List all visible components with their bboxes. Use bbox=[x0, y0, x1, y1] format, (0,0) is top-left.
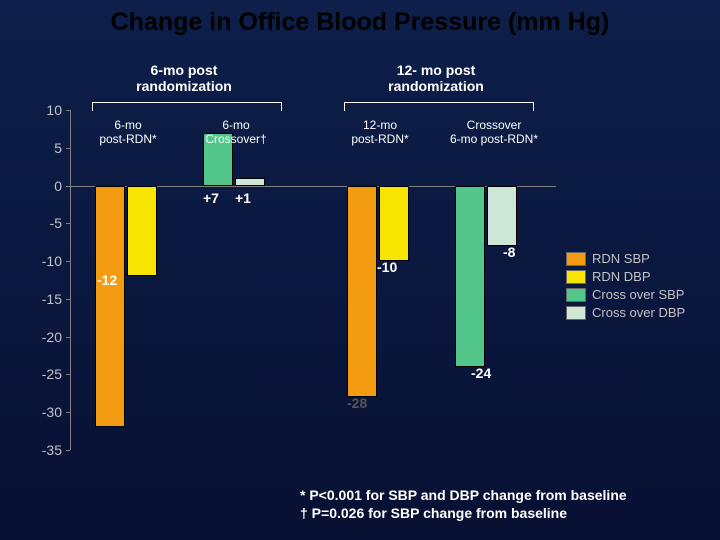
group-header: 12- mo postrandomization bbox=[356, 62, 516, 94]
subgroup-label: 6-moCrossover† bbox=[166, 118, 306, 146]
bar-value-label: -8 bbox=[503, 244, 515, 260]
y-tick bbox=[66, 337, 70, 338]
y-tick bbox=[66, 110, 70, 111]
y-tick-label: 10 bbox=[28, 102, 62, 118]
group-bracket bbox=[344, 102, 534, 111]
legend-swatch bbox=[566, 306, 586, 320]
bar-value-label: -28 bbox=[347, 395, 367, 411]
y-tick-label: -25 bbox=[28, 366, 62, 382]
bar-value-label: -10 bbox=[377, 259, 397, 275]
bar bbox=[235, 178, 265, 186]
y-axis bbox=[70, 110, 71, 450]
bar-value-label: +1 bbox=[235, 190, 251, 206]
y-tick bbox=[66, 148, 70, 149]
bar-value-label: -12 bbox=[97, 272, 117, 288]
legend: RDN SBP RDN DBP Cross over SBP Cross over D… bbox=[566, 248, 685, 323]
subgroup-label: Crossover6-mo post-RDN* bbox=[424, 118, 564, 146]
y-tick bbox=[66, 223, 70, 224]
group-header: 6-mo postrandomization bbox=[104, 62, 264, 94]
y-tick-label: -15 bbox=[28, 291, 62, 307]
y-tick-label: -10 bbox=[28, 253, 62, 269]
y-tick-label: 0 bbox=[28, 178, 62, 194]
bar-value-label: -24 bbox=[471, 365, 491, 381]
y-tick-label: -30 bbox=[28, 404, 62, 420]
bar bbox=[379, 186, 409, 262]
chart: 1050-5-10-15-20-25-30-35-12+7+1-28-10-24… bbox=[70, 110, 556, 450]
y-tick bbox=[66, 374, 70, 375]
legend-swatch bbox=[566, 288, 586, 302]
legend-item: Cross over DBP bbox=[566, 305, 685, 320]
footnote-line: * P<0.001 for SBP and DBP change from ba… bbox=[300, 486, 627, 504]
y-tick bbox=[66, 186, 70, 187]
y-tick-label: -35 bbox=[28, 442, 62, 458]
y-tick bbox=[66, 299, 70, 300]
group-bracket bbox=[92, 102, 282, 111]
legend-label: Cross over DBP bbox=[592, 305, 685, 320]
legend-swatch bbox=[566, 270, 586, 284]
legend-label: RDN DBP bbox=[592, 269, 651, 284]
slide-title: Change in Office Blood Pressure (mm Hg) bbox=[0, 8, 720, 37]
bar bbox=[127, 186, 157, 277]
slide: Change in Office Blood Pressure (mm Hg) … bbox=[0, 0, 720, 540]
y-tick-label: -20 bbox=[28, 329, 62, 345]
y-tick bbox=[66, 261, 70, 262]
legend-item: Cross over SBP bbox=[566, 287, 685, 302]
legend-item: RDN SBP bbox=[566, 251, 685, 266]
bar bbox=[455, 186, 485, 367]
y-tick bbox=[66, 412, 70, 413]
y-tick-label: 5 bbox=[28, 140, 62, 156]
bar bbox=[347, 186, 377, 398]
y-tick-label: -5 bbox=[28, 215, 62, 231]
footnote-line: † P=0.026 for SBP change from baseline bbox=[300, 504, 627, 522]
legend-label: Cross over SBP bbox=[592, 287, 684, 302]
legend-swatch bbox=[566, 252, 586, 266]
bar bbox=[487, 186, 517, 246]
legend-item: RDN DBP bbox=[566, 269, 685, 284]
bar-value-label: +7 bbox=[203, 190, 219, 206]
bar bbox=[95, 186, 125, 428]
footnote: * P<0.001 for SBP and DBP change from ba… bbox=[300, 486, 627, 522]
y-tick bbox=[66, 450, 70, 451]
legend-label: RDN SBP bbox=[592, 251, 650, 266]
